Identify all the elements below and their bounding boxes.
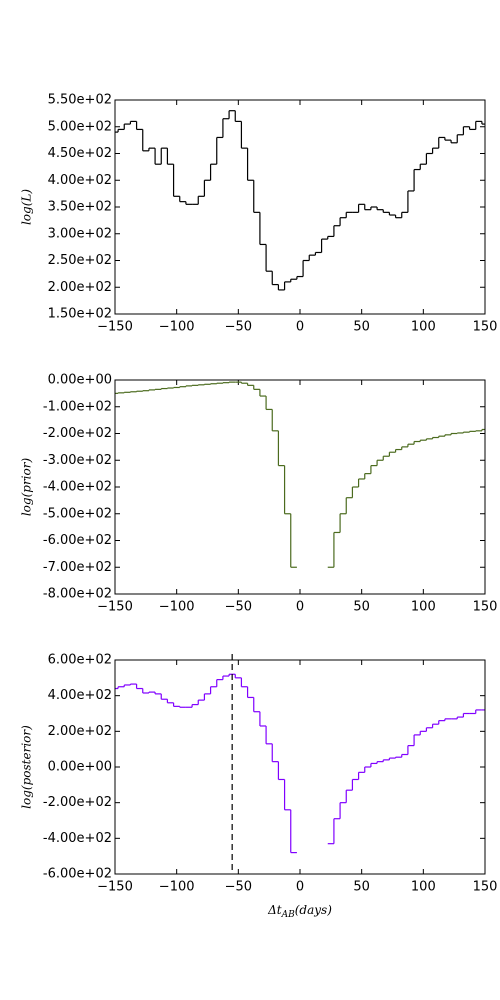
y-tick-label: -3.00e+02: [43, 453, 112, 468]
x-label-subscript: AB: [281, 910, 295, 920]
plot-frame: [114, 99, 486, 315]
x-tick-label: −50: [225, 320, 252, 335]
x-tick-label: 50: [353, 320, 370, 335]
y-tick-label: -1.00e+02: [43, 399, 112, 414]
x-tick-label: −50: [225, 600, 252, 615]
y-axis-label: log(posterior): [20, 725, 34, 809]
x-tick-label: 100: [411, 320, 436, 335]
x-tick-label: −100: [159, 880, 195, 895]
x-label-part: Δt: [267, 903, 282, 917]
x-tick-label: 100: [411, 880, 436, 895]
x-tick-label: −100: [159, 600, 195, 615]
y-tick-label: 6.00e+02: [48, 653, 112, 668]
y-tick-label: 4.50e+02: [48, 146, 112, 161]
plot-frame: [114, 379, 486, 595]
x-tick-label: −50: [225, 880, 252, 895]
y-tick-label: -2.00e+02: [43, 426, 112, 441]
series: [115, 110, 485, 291]
series: [115, 673, 485, 854]
y-tick-label: 5.50e+02: [48, 93, 112, 108]
x-tick-label: 150: [473, 600, 498, 615]
y-tick-label: -2.00e+02: [43, 795, 112, 810]
x-tick-label: 0: [296, 600, 304, 615]
y-axis-label: log(prior): [20, 458, 34, 517]
y-tick-label: -6.00e+02: [43, 533, 112, 548]
y-tick-label: -7.00e+02: [43, 560, 112, 575]
x-tick-label: 0: [296, 320, 304, 335]
y-tick-label: -4.00e+02: [43, 831, 112, 846]
y-tick-label: 2.00e+02: [48, 280, 112, 295]
y-axis-label: log(L): [20, 189, 34, 225]
y-tick-label: -4.00e+02: [43, 480, 112, 495]
y-tick-label: 4.00e+02: [48, 688, 112, 703]
y-tick-label: 3.00e+02: [48, 226, 112, 241]
x-tick-label: 150: [473, 880, 498, 895]
x-tick-label: 150: [473, 320, 498, 335]
x-tick-label: −150: [97, 320, 133, 335]
x-label-part: (days): [295, 903, 332, 917]
plot-frame: [114, 659, 486, 875]
x-tick-label: 50: [353, 880, 370, 895]
x-tick-label: 50: [353, 600, 370, 615]
y-tick-label: 4.00e+02: [48, 173, 112, 188]
y-tick-label: -6.00e+02: [43, 867, 112, 882]
y-tick-label: 1.50e+02: [48, 307, 112, 322]
x-tick-label: −100: [159, 320, 195, 335]
y-tick-label: -5.00e+02: [43, 506, 112, 521]
x-axis-label: ΔtAB(days): [267, 903, 332, 920]
x-tick-label: 0: [296, 880, 304, 895]
x-tick-label: −150: [97, 880, 133, 895]
series: [115, 381, 485, 568]
x-tick-label: 100: [411, 600, 436, 615]
y-tick-label: 0.00e+00: [48, 760, 112, 775]
y-tick-label: 3.50e+02: [48, 200, 112, 215]
y-tick-label: -8.00e+02: [43, 587, 112, 602]
y-tick-label: 5.00e+02: [48, 119, 112, 134]
y-tick-label: 2.00e+02: [48, 724, 112, 739]
x-tick-label: −150: [97, 600, 133, 615]
y-tick-label: 0.00e+00: [48, 373, 112, 388]
y-tick-label: 2.50e+02: [48, 253, 112, 268]
